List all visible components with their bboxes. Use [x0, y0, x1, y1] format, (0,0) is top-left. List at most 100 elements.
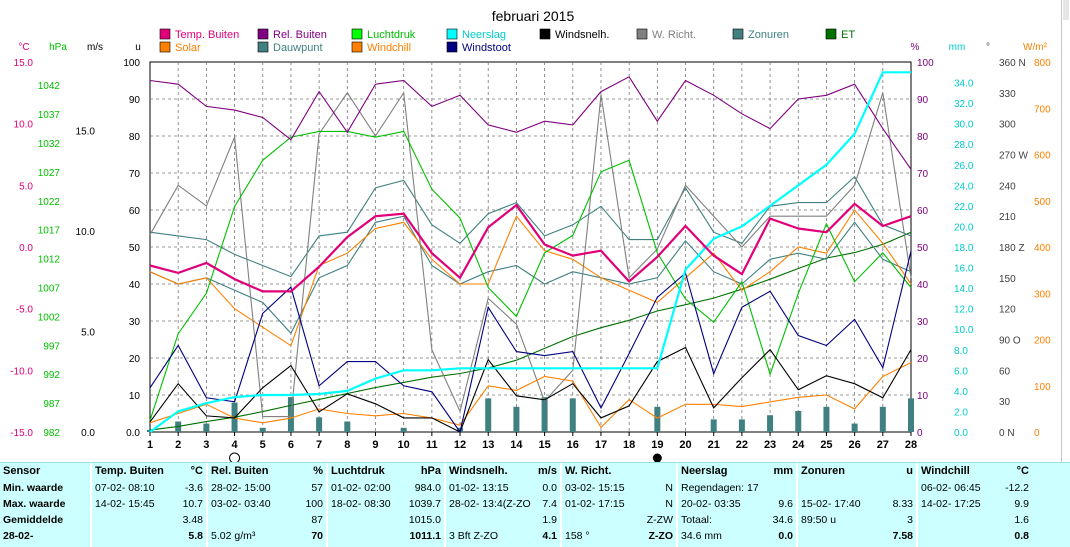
series-line-windchill: [149, 209, 912, 347]
stats-wind-title: Windsnelh.: [449, 465, 508, 477]
new-moon-icon: [652, 453, 662, 462]
stats-rh-min-date: 28-02- 15:00: [211, 482, 271, 494]
x-tick-label: 25: [820, 439, 832, 451]
legend-label: ET: [841, 29, 855, 41]
stats-temp-title: Temp. Buiten: [95, 465, 164, 477]
sunshine-bar: [485, 398, 492, 432]
axis-tick-label: 100: [1034, 382, 1051, 393]
axis-tick-label: 70: [129, 169, 141, 180]
x-tick-label: 20: [679, 439, 691, 451]
legend-swatch: [446, 41, 458, 53]
axis-unit: m/s: [87, 42, 103, 53]
axis-tick-label: 50: [917, 243, 929, 254]
series-line-rel-buiten: [149, 76, 912, 170]
stats-dir-min-value: N: [665, 482, 673, 494]
stats-baro-min-value: 984.0: [414, 482, 441, 494]
sunshine-bar: [908, 398, 914, 432]
stats-sun-avg: 3: [907, 514, 913, 526]
legend-swatch: [257, 41, 269, 53]
sunshine-bar: [795, 411, 802, 432]
axis-tick-label: 150: [999, 274, 1016, 285]
stats-rain-column: Neerslag mm Regendagen: 17 20-02- 03:35 9.…: [676, 463, 796, 547]
legend-swatch: [351, 41, 363, 53]
axis-tick-label: 360 N: [999, 58, 1026, 69]
series-lines: [149, 71, 912, 434]
axis-tick-label: 60: [129, 206, 141, 217]
axis-tick-label: 1007: [38, 283, 61, 294]
axis-tick-label: 10.0: [954, 325, 974, 336]
x-tick-label: 1: [147, 439, 153, 451]
axis-tick-label: 20.0: [954, 222, 974, 233]
stats-dir-title: W. Richt.: [565, 465, 612, 477]
sunshine-bar: [823, 406, 830, 432]
stats-dir-last: Z-ZO: [648, 530, 674, 542]
axis-tick-label: 987: [43, 399, 60, 410]
stats-chill-max-value: 9.9: [1014, 498, 1029, 510]
stats-dir-avg: Z-ZW: [646, 514, 673, 526]
sunshine-bar: [767, 415, 774, 432]
stats-baro-column: Luchtdruk hPa 01-02- 02:00 984.0 18-02- 08…: [326, 463, 444, 547]
x-tick-label: 26: [849, 439, 861, 451]
stats-rain-total-label: Totaal:: [681, 514, 712, 526]
stats-dir-min-date: 03-02- 15:15: [565, 482, 625, 494]
x-tick-label: 28: [905, 439, 917, 451]
series-line-et: [149, 231, 912, 431]
axis-tick-label: 10.0: [76, 227, 96, 238]
stats-chill-max-date: 14-02- 17:25: [921, 498, 981, 510]
stats-chill-min-value: -12.2: [1005, 482, 1029, 494]
series-line-windsnelh-: [149, 346, 912, 433]
legend-label: Dauwpunt: [273, 42, 323, 54]
stats-wind-unit: m/s: [538, 465, 557, 477]
stats-temp-unit: °C: [190, 465, 203, 477]
axis-tick-label: 1032: [38, 139, 61, 150]
sunshine-bar: [259, 427, 266, 432]
x-tick-label: 23: [764, 439, 776, 451]
stats-rh-unit: %: [313, 465, 323, 477]
axis-tick-label: 0.0: [81, 428, 95, 439]
axis-tick-label: 40: [129, 280, 141, 291]
axis-tick-label: 16.0: [954, 264, 974, 275]
axis-tick-label: 24.0: [954, 181, 974, 192]
stats-sun-unit: u: [906, 465, 913, 477]
stats-rain-max-value: 9.6: [778, 498, 793, 510]
legend-swatch: [446, 28, 458, 40]
axis-tick-label: 982: [43, 428, 60, 439]
axis-tick-label: 700: [1034, 104, 1051, 115]
legend-swatch: [257, 28, 269, 40]
x-tick-label: 27: [877, 439, 889, 451]
stats-sun-max-value: 8.33: [892, 498, 913, 510]
stats-temp-max-value: 10.7: [182, 498, 203, 510]
axis-tick-label: 240: [999, 181, 1016, 192]
stats-sun-max-date: 15-02- 17:40: [801, 498, 861, 510]
stats-rain-title: Neerslag: [681, 465, 728, 477]
moon-phase-icons: [229, 452, 662, 462]
sunshine-bar: [203, 423, 210, 432]
series-line-zonuren: [149, 175, 912, 278]
axis-tick-label: 2.0: [954, 407, 968, 418]
axis-tick-label: 1037: [38, 110, 61, 121]
axis-unit: hPa: [49, 42, 67, 53]
legend-swatch: [159, 41, 171, 53]
stats-chill-title: Windchill: [921, 465, 970, 477]
stats-temp-last: 5.8: [188, 530, 203, 542]
axis-unit: u: [135, 42, 141, 53]
axis-tick-label: 30.0: [954, 120, 974, 131]
legend-swatch: [825, 28, 837, 40]
legend-swatch: [351, 28, 363, 40]
axis-tick-label: 0.0: [954, 428, 968, 439]
stats-chill-min-date: 06-02- 06:45: [921, 482, 981, 494]
axis-tick-label: -10.0: [10, 366, 33, 377]
sunshine-bar: [710, 419, 717, 432]
stats-rain-last: 0.0: [778, 530, 793, 542]
scrollbar-thumb[interactable]: [1063, 0, 1069, 20]
stats-chill-unit: °C: [1016, 465, 1029, 477]
stats-label-last: 28-02-: [3, 530, 34, 542]
axis-tick-label: 18.0: [954, 243, 974, 254]
axis-tick-label: 10: [129, 391, 141, 402]
x-axis-days: 1 2 3 4 5 6 7 8 9 10 11 12 13 14 15 16 17 18 19 20 21 22 23 24 2…: [147, 432, 917, 451]
stats-label-sensor: Sensor: [3, 465, 41, 477]
stats-rh-avg: 87: [311, 514, 323, 526]
sunshine-bar: [738, 419, 745, 432]
vertical-scrollbar[interactable]: [1061, 0, 1070, 462]
sunshine-bar: [851, 423, 858, 432]
